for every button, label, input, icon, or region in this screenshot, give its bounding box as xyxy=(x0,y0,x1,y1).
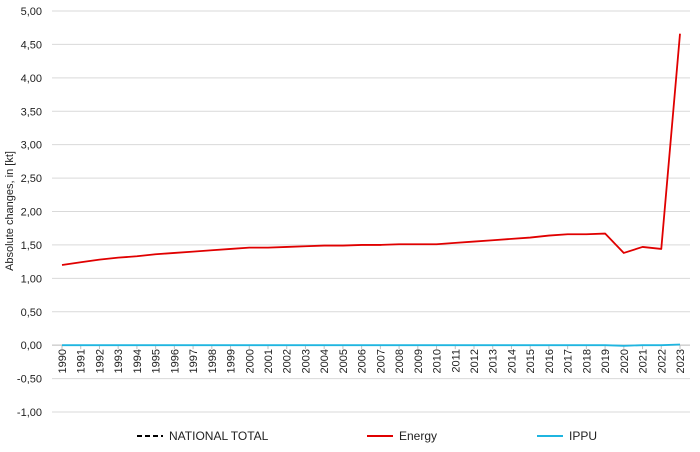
x-tick-label: 2015 xyxy=(525,349,537,373)
y-tick-label: 4,50 xyxy=(21,39,42,51)
y-tick-label: 3,00 xyxy=(21,140,42,152)
x-tick-label: 1990 xyxy=(57,349,69,373)
y-axis-label: Absolute changes, in [kt] xyxy=(4,151,16,271)
y-tick-labels: -1,00 -0,50 0,00 0,50 1,00 1,50 2,00 2,50 3,00 3,… xyxy=(17,6,42,419)
x-tick-label: 1998 xyxy=(207,349,219,373)
y-tick-label: 2,50 xyxy=(21,173,42,185)
legend-label: Energy xyxy=(399,429,437,443)
legend-label: IPPU xyxy=(569,429,597,443)
x-tick-label: 2006 xyxy=(357,349,369,373)
y-tick-label: -0,50 xyxy=(17,374,42,386)
x-tick-label: 1996 xyxy=(169,349,181,373)
x-tick-label: 2023 xyxy=(675,349,687,373)
x-tick-label: 2001 xyxy=(263,349,275,373)
x-tick-label: 1999 xyxy=(226,349,238,373)
x-tick-labels: 1990 1991 1992 1993 1994 1995 1996 1997 1998 1999… xyxy=(57,349,687,373)
x-tick-label: 2021 xyxy=(638,349,650,373)
y-tick-label: 5,00 xyxy=(21,6,42,18)
x-tick-label: 2010 xyxy=(432,349,444,373)
x-tick-label: 1993 xyxy=(113,349,125,373)
gridlines xyxy=(52,10,690,413)
x-tick-label: 1992 xyxy=(94,349,106,373)
x-tick-label: 1991 xyxy=(76,349,88,373)
x-tick-label: 1997 xyxy=(188,349,200,373)
x-tick-label: 1994 xyxy=(132,349,144,373)
y-tick-label: 2,00 xyxy=(21,207,42,219)
y-tick-label: 1,00 xyxy=(21,273,42,285)
series-line-ippu xyxy=(62,343,681,347)
y-tick-label: 3,50 xyxy=(21,106,42,118)
x-tick-label: 2002 xyxy=(282,349,294,373)
y-tick-label: 0,00 xyxy=(21,340,42,352)
x-tick-label: 2020 xyxy=(619,349,631,373)
x-tick-label: 2003 xyxy=(300,349,312,373)
x-tick-label: 2017 xyxy=(563,349,575,373)
y-tick-label: 0,50 xyxy=(21,307,42,319)
x-tick-label: 2005 xyxy=(338,349,350,373)
x-tick-label: 2004 xyxy=(319,349,331,373)
x-tick-label: 2016 xyxy=(544,349,556,373)
x-tick-label: 2011 xyxy=(450,349,462,373)
x-tick-label: 2000 xyxy=(244,349,256,373)
legend-label: NATIONAL TOTAL xyxy=(169,429,269,443)
x-tick-label: 1995 xyxy=(151,349,163,373)
x-tick-label: 2014 xyxy=(506,349,518,373)
x-tick-label: 2019 xyxy=(600,349,612,373)
series-line-energy xyxy=(61,33,681,266)
x-tick-label: 2007 xyxy=(375,349,387,373)
x-tick-label: 2022 xyxy=(656,349,668,373)
legend: NATIONAL TOTAL Energy IPPU xyxy=(137,429,597,443)
series-lines xyxy=(61,33,681,347)
y-tick-label: -1,00 xyxy=(17,407,42,419)
y-tick-label: 4,00 xyxy=(21,73,42,85)
x-tick-label: 2012 xyxy=(469,349,481,373)
x-tick-label: 2018 xyxy=(581,349,593,373)
y-tick-label: 1,50 xyxy=(21,240,42,252)
x-tick-label: 2009 xyxy=(413,349,425,373)
x-tick-label: 2013 xyxy=(488,349,500,373)
x-tick-label: 2008 xyxy=(394,349,406,373)
